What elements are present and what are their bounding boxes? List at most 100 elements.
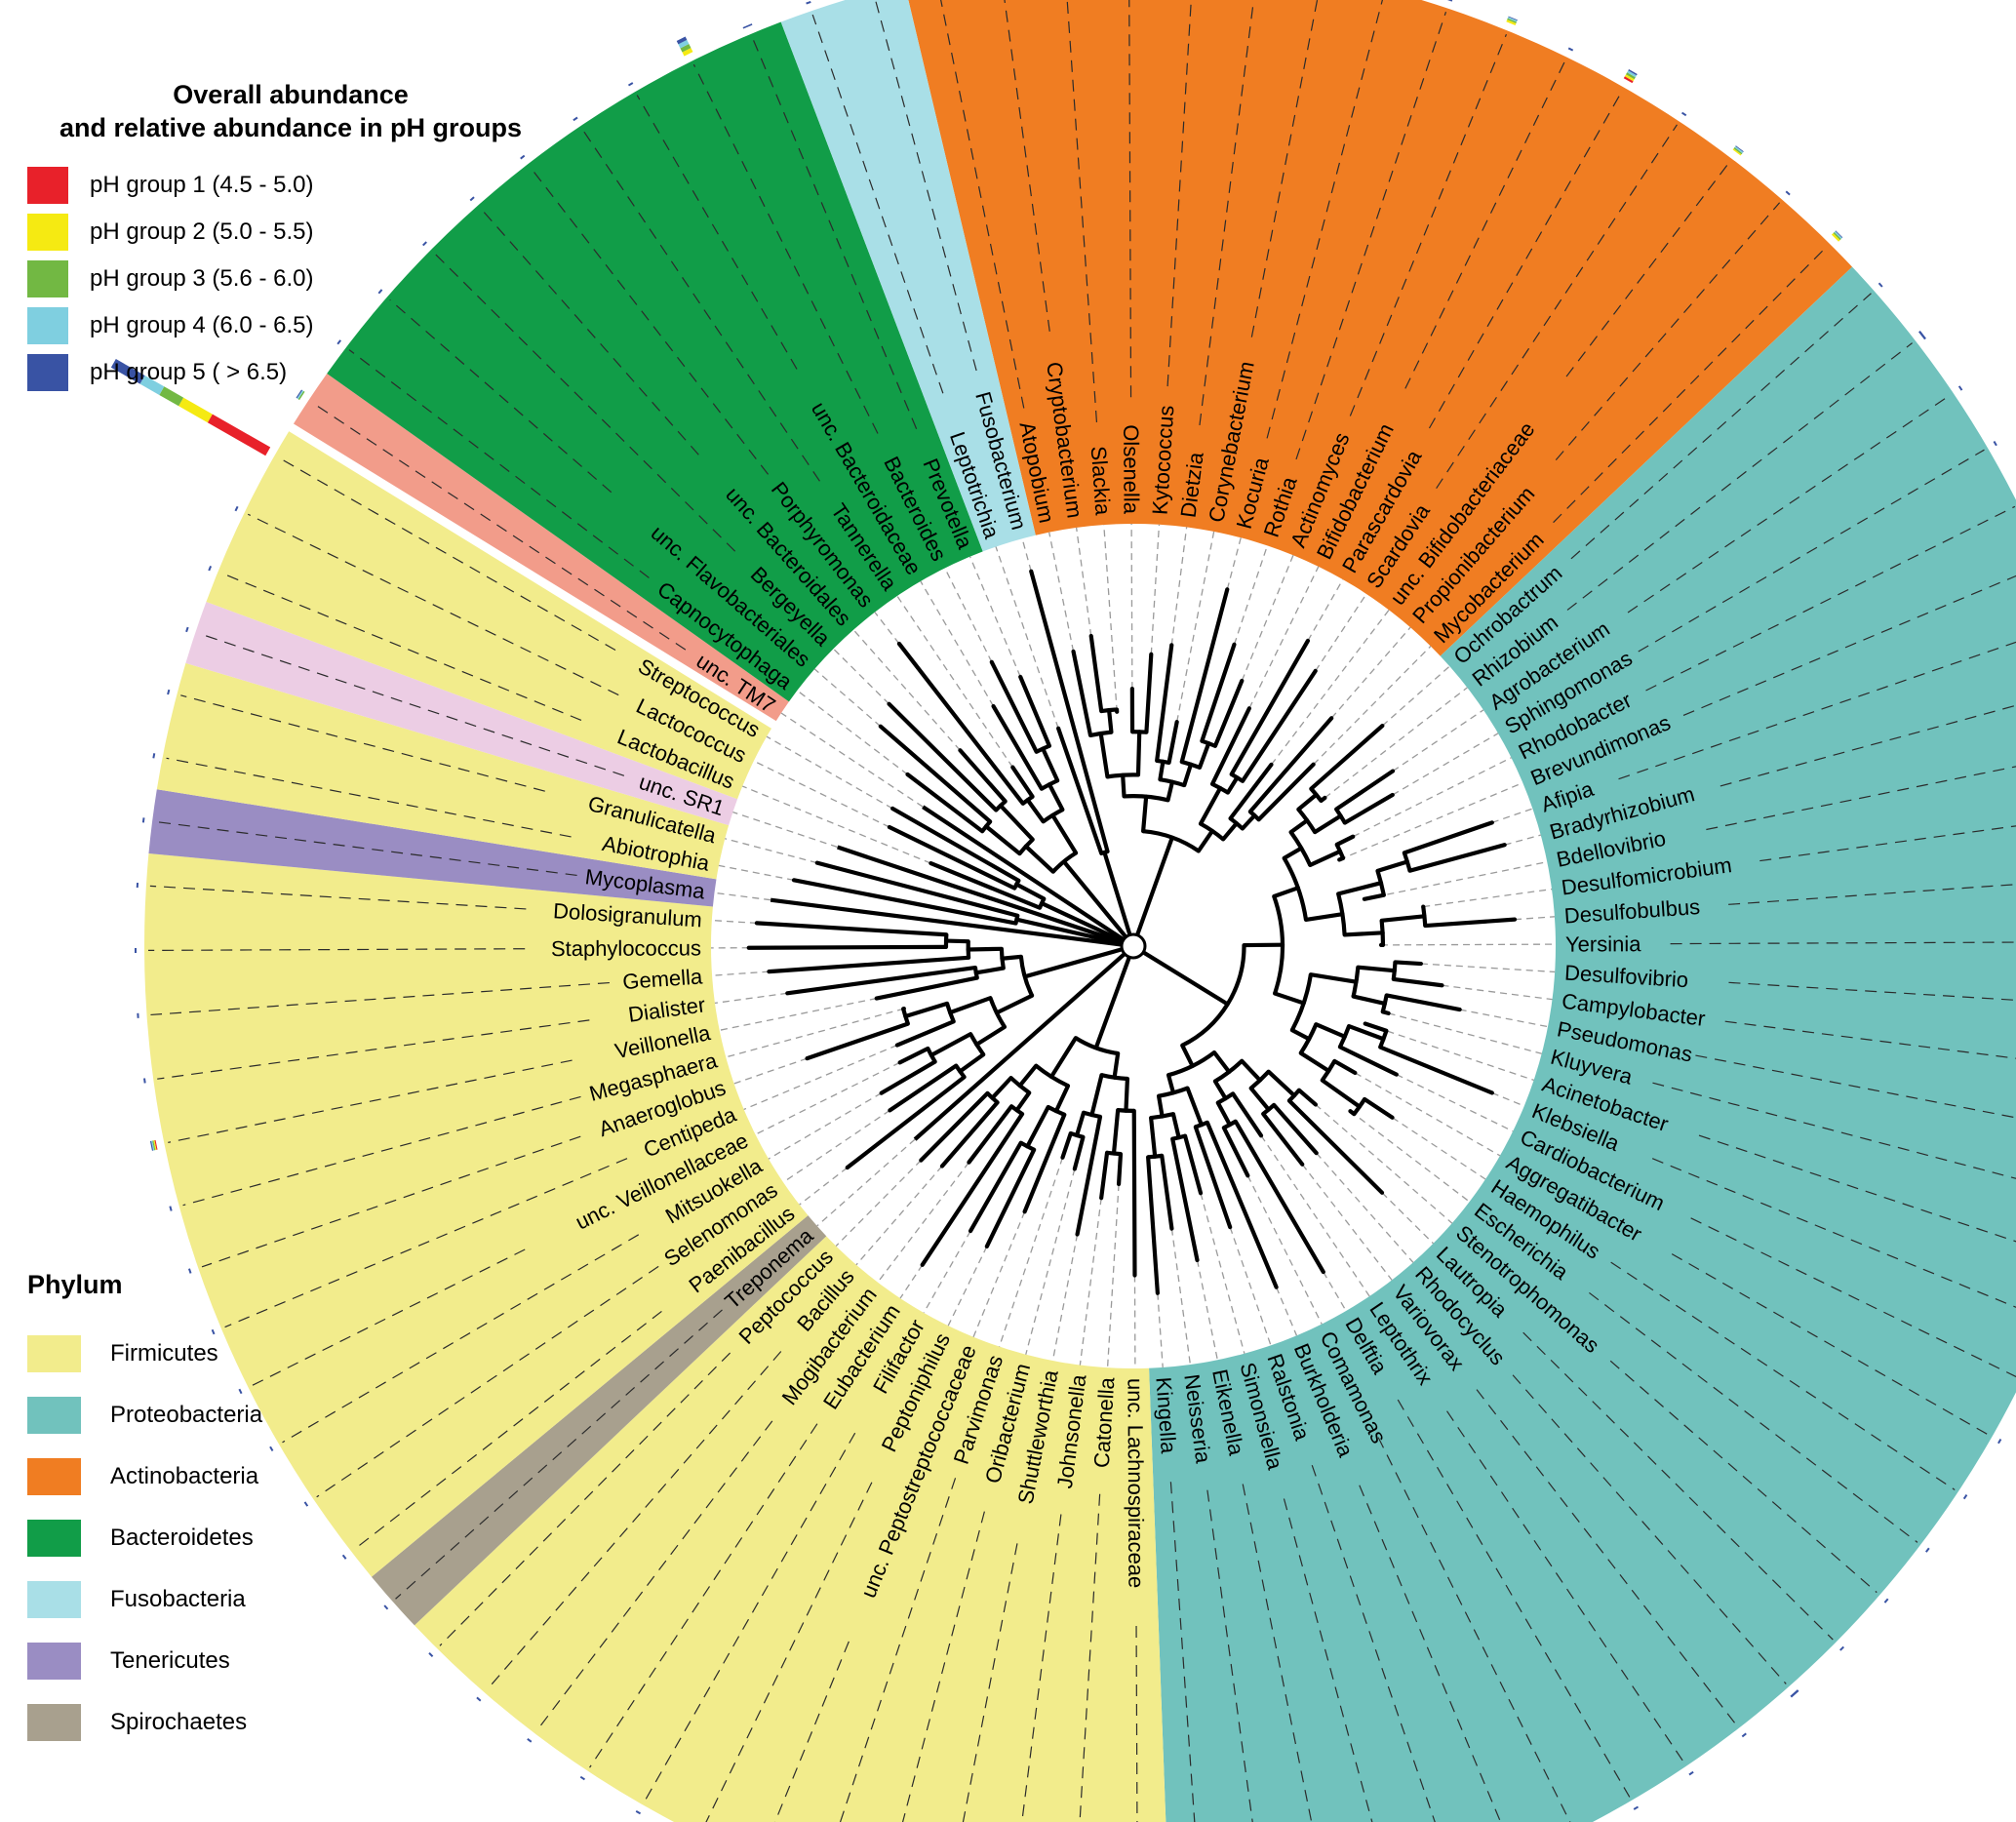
- branch-fusobacterium: [1029, 569, 1110, 854]
- guide-dolosigranulum: [711, 919, 757, 925]
- bar-actinomyces-ph4: [1507, 17, 1518, 22]
- band-guide-mycoplasma: [155, 820, 577, 877]
- band-guide-bdellovibrio: [1706, 766, 2016, 831]
- bar-megasphaera-trace: [169, 1206, 173, 1211]
- branch-internal: [1303, 912, 1345, 923]
- band-guide-unc-bifidobacteriaceae: [1565, 161, 1730, 377]
- branch-internal: [998, 803, 1035, 842]
- guide-lautropia: [1381, 1192, 1434, 1245]
- bar-haemophilus-trace: [1962, 1493, 1968, 1500]
- guide-aggregatibacter: [1355, 1072, 1501, 1157]
- branch-ochrobactrum: [1309, 723, 1385, 791]
- guide-sphingomonas: [1392, 733, 1499, 796]
- fusobacteria-swatch: [27, 1580, 81, 1618]
- bar-unc-veillonellaceae-trace: [238, 1388, 243, 1395]
- branch-centipeda: [894, 1019, 956, 1048]
- ph-group-2-swatch: [27, 214, 68, 251]
- bar-sphingomonas-trace: [1993, 440, 1997, 447]
- branch-internal: [1308, 849, 1343, 868]
- bar-streptococcus-ph1: [207, 414, 271, 456]
- branch-afipia: [1402, 820, 1494, 855]
- branch-sphingomonas: [1342, 792, 1395, 825]
- sector-gap: [287, 422, 778, 730]
- guide-unc-bifidobacteriaceae: [1270, 609, 1390, 766]
- bar-prevotella-ph5: [742, 23, 753, 29]
- band-guide-bergeyella: [433, 252, 736, 552]
- branch-lautropia: [1286, 1098, 1385, 1195]
- band-guide-cardiobacterium: [1690, 1217, 2016, 1378]
- branch-internal: [1124, 1076, 1130, 1113]
- band-guide-mogibacterium: [536, 1420, 773, 1731]
- actinobacteria-swatch: [27, 1457, 81, 1495]
- spirochaetes-label: Spirochaetes: [110, 1708, 248, 1735]
- band-guide-bifidobacterium: [1404, 59, 1566, 389]
- guide-prevotella: [968, 556, 1021, 678]
- band-guide-lactobacillus: [220, 573, 582, 721]
- branch-variovorax: [1261, 1111, 1305, 1167]
- branch-internal: [1041, 746, 1060, 783]
- guide-bdellovibrio: [1364, 861, 1548, 900]
- branch-internal: [1158, 759, 1166, 782]
- branch-internal: [1308, 972, 1359, 984]
- guide-mycoplasma: [714, 891, 771, 901]
- bar-unc-bacteroidaceae-trace: [627, 82, 634, 87]
- band-guide-ralstonia: [1311, 1464, 1436, 1822]
- guide-fusobacterium: [1021, 538, 1032, 572]
- guide-comamonas: [1246, 1175, 1323, 1325]
- bar-bacteroides-ph4: [678, 39, 690, 49]
- guide-klebsiella: [1491, 1091, 1525, 1107]
- abundance-legend: Overall abundance and relative abundance…: [27, 78, 564, 396]
- guide-bifidobacterium: [1248, 566, 1320, 709]
- band-guide-afipia: [1618, 641, 2016, 780]
- band-guide-granulicatella: [180, 694, 545, 792]
- guide-porphyromonas: [874, 612, 900, 645]
- band-guide-sphingomonas: [1638, 449, 1985, 653]
- branch-internal: [990, 1076, 1013, 1100]
- branch-kingella: [1146, 1155, 1160, 1295]
- taxon-label-olsenella: Olsenella: [1119, 424, 1143, 515]
- band-guide-bacteroides: [692, 63, 879, 434]
- ph-group-4-label: pH group 4 (6.0 - 6.5): [90, 312, 314, 338]
- branch-internal: [1314, 1022, 1347, 1039]
- branch-internal: [1047, 782, 1065, 812]
- guide-dialister: [714, 992, 788, 1005]
- band-guide-desulfovibrio: [1728, 981, 2016, 1001]
- branch-internal: [1248, 1086, 1271, 1112]
- branch-internal: [1198, 785, 1223, 826]
- branch-internal: [1098, 731, 1110, 779]
- bar-streptococcus-ph4: [139, 375, 165, 395]
- branch-campylobacter: [1391, 976, 1444, 988]
- guide-unc-peptostreptococcaceae: [972, 1211, 1026, 1338]
- guide-selenomonas: [782, 1109, 890, 1183]
- root-branch: [1041, 901, 1125, 943]
- band-guide-haemophilus: [1610, 1261, 1956, 1490]
- guide-granulicatella: [725, 838, 817, 864]
- bar-propionibacterium-trace: [1785, 190, 1791, 196]
- guide-eubacterium: [899, 1264, 924, 1299]
- bar-anaeroglobus-trace: [187, 1268, 192, 1274]
- bar-porphyromonas-trace: [520, 154, 526, 160]
- band-guide-fusobacterium: [874, 0, 977, 372]
- branch-neisseria: [1160, 1153, 1174, 1231]
- abundance-legend-title-line2: and relative abundance in pH groups: [59, 113, 523, 142]
- branch-peptococcus: [919, 1090, 990, 1163]
- branch-internal: [1135, 730, 1142, 777]
- sector-tenericutes: [148, 789, 717, 907]
- branch-internal: [1121, 772, 1127, 799]
- bar-unc-tm7-ph3: [297, 390, 305, 401]
- root-branch: [1135, 836, 1174, 936]
- band-guide-mycobacterium: [1553, 246, 1828, 524]
- band-guide-peptococcus: [439, 1352, 731, 1646]
- branch-aggregatibacter: [1332, 1058, 1358, 1076]
- branch-gemella: [767, 955, 971, 974]
- guide-peptococcus: [835, 1160, 922, 1247]
- branch-internal: [1336, 881, 1384, 896]
- branch-bacillus: [939, 1100, 1000, 1168]
- band-guide-rhizobium: [1566, 342, 1913, 611]
- branch-parvimonas: [1060, 1130, 1073, 1160]
- branch-catonella: [1116, 1151, 1124, 1187]
- legend-item-ph-group-4: pH group 4 (6.0 - 6.5): [27, 302, 564, 349]
- root-branch: [1142, 950, 1229, 1007]
- branch-lactobacillus: [929, 860, 1043, 910]
- band-guide-unc-tm7: [311, 402, 687, 651]
